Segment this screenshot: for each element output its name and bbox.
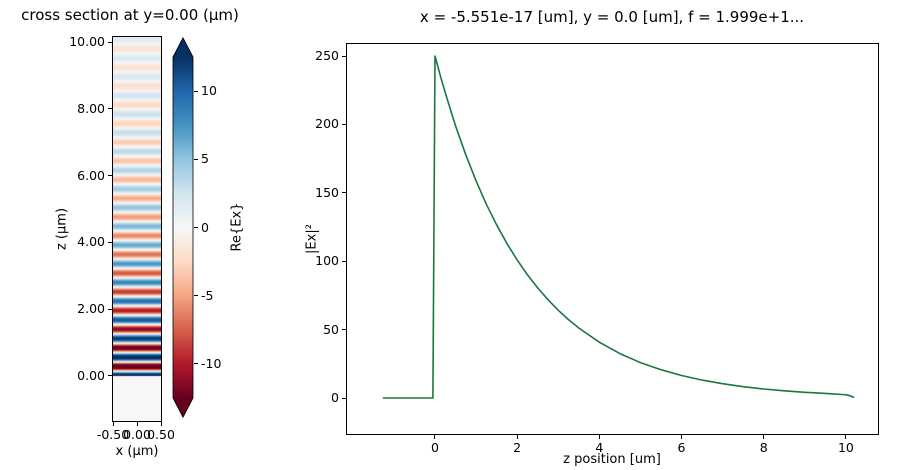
y-tick-label: 6.00 [77,167,105,183]
y-tick-mark [342,329,346,331]
x-tick-label: 2 [513,440,522,455]
colorbar [172,37,194,419]
x-tick-mark [136,422,138,426]
field-profile-line [382,55,855,399]
left-plot-title: cross section at y=0.00 (μm) [21,6,239,24]
x-tick-label: 0 [430,440,439,455]
x-tick-mark [516,435,518,439]
y-tick-mark [342,397,346,399]
heatmap-image [113,37,161,421]
y-tick-label: 0.00 [77,368,105,384]
y-tick-label: 0 [331,390,339,406]
y-tick-mark [342,123,346,125]
y-tick-mark [108,108,112,110]
x-tick-mark [112,422,114,426]
colorbar-tick-mark [194,158,198,160]
y-tick-mark [108,175,112,177]
x-tick-label: 6 [677,440,686,455]
y-tick-label: 200 [315,116,339,132]
y-tick-label: 4.00 [77,234,105,250]
y-tick-mark [108,241,112,243]
x-tick-mark [845,435,847,439]
line-chart [382,55,855,399]
x-tick-mark [763,435,765,439]
y-tick-mark [342,192,346,194]
line-axes [346,43,879,435]
colorbar-bar [172,37,194,419]
y-tick-label: 8.00 [77,100,105,116]
y-tick-label: 2.00 [77,301,105,317]
colorbar-tick-mark [194,295,198,297]
x-tick-mark [160,422,162,426]
colorbar-tick-mark [194,227,198,228]
y-tick-mark [108,308,112,310]
colorbar-label: Re{Ex} [229,202,245,252]
colorbar-tick-label: -10 [201,356,222,372]
colorbar-tick-label: 10 [201,83,217,99]
x-tick-mark [681,435,683,439]
x-tick-label: 0.00 [123,427,151,442]
left-plot-ylabel: z (μm) [54,207,70,251]
y-tick-mark [108,375,112,377]
x-tick-mark [434,435,436,439]
x-tick-label: 8 [759,440,768,455]
colorbar-tick-label: 0 [201,219,209,235]
y-tick-label: 100 [315,253,339,269]
y-tick-mark [108,41,112,43]
x-tick-label: 10 [837,440,854,455]
right-plot-ylabel: |Ex|² [304,224,320,254]
y-tick-label: 250 [315,48,339,64]
y-tick-label: 10.00 [69,34,105,50]
colorbar-tick-mark [194,90,198,92]
left-plot-xlabel: x (μm) [115,444,159,459]
y-tick-label: 150 [315,184,339,200]
x-tick-label: 0.50 [147,427,175,442]
colorbar-tick-mark [194,363,198,365]
y-tick-mark [342,55,346,57]
right-plot-title: x = -5.551e-17 [um], y = 0.0 [um], f = 1… [419,8,805,26]
right-plot-xlabel: z position [um] [563,452,661,467]
y-tick-mark [342,260,346,262]
colorbar-tick-label: -5 [201,287,214,303]
y-tick-label: 50 [323,321,339,337]
heatmap-axes [112,36,162,422]
x-tick-label: 4 [595,440,604,455]
x-tick-label: -0.50 [96,427,130,442]
x-tick-mark [598,435,600,439]
colorbar-tick-label: 5 [201,151,209,167]
